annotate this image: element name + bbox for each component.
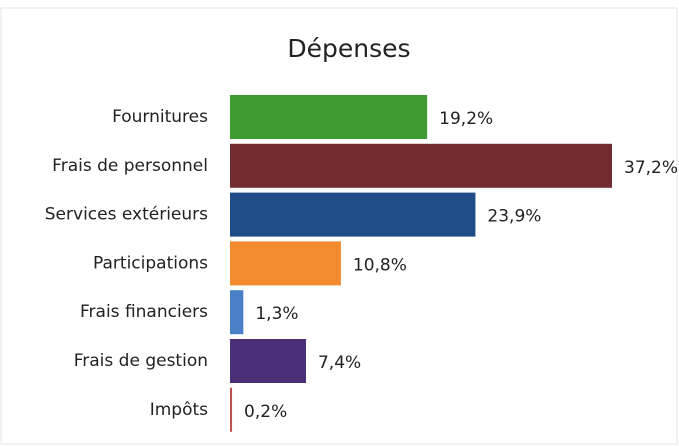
value-label: 7,4%: [318, 353, 361, 373]
value-label: 0,2%: [244, 402, 287, 422]
category-label: Fournitures: [112, 107, 208, 127]
value-label: 23,9%: [487, 207, 541, 227]
category-label: Frais de personnel: [52, 156, 208, 176]
bar: [230, 387, 233, 432]
value-label: 19,2%: [439, 109, 493, 129]
category-label: Impôts: [150, 400, 208, 420]
category-label: Frais financiers: [80, 302, 208, 322]
chart-title: Dépenses: [287, 34, 410, 63]
bar: [230, 143, 612, 188]
bar: [230, 290, 244, 335]
value-label: 1,3%: [255, 304, 298, 324]
bar: [230, 95, 428, 139]
bar: [230, 241, 341, 286]
category-label: Services extérieurs: [45, 205, 208, 225]
category-label: Frais de gestion: [74, 351, 208, 371]
bar: [230, 339, 306, 383]
value-label: 37,2%: [624, 158, 678, 178]
category-label: Participations: [93, 253, 208, 273]
value-label: 10,8%: [353, 255, 407, 275]
bar: [230, 192, 476, 237]
